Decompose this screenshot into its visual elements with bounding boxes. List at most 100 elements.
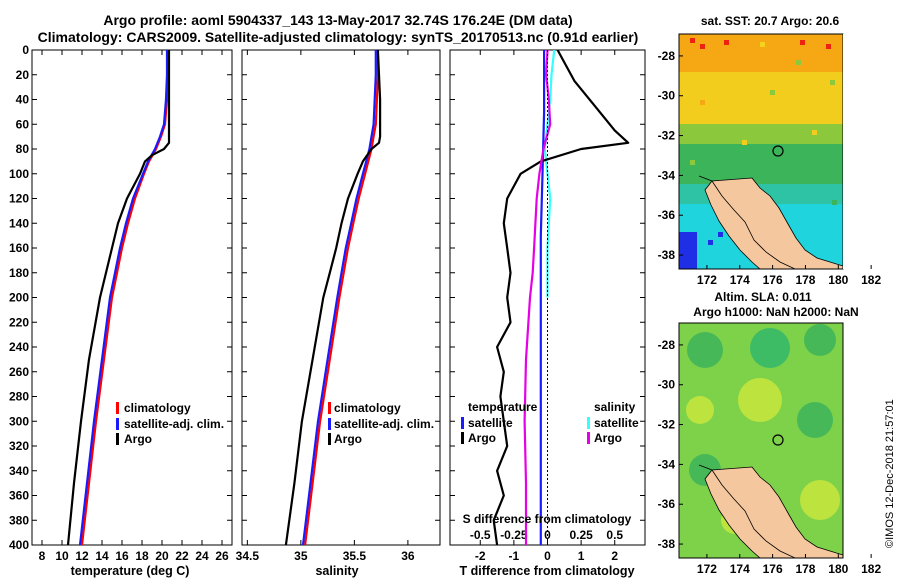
map-x-tick-label: 176 — [763, 273, 783, 287]
x-tick-label: 2 — [611, 549, 618, 563]
map-y-tick-label: -30 — [658, 378, 676, 392]
legend-swatch-temp-argo — [461, 432, 464, 444]
sst-pixel — [760, 42, 765, 47]
map-x-tick-label: 174 — [730, 562, 750, 576]
y-tick-label: 360 — [9, 489, 29, 503]
y-tick-label: 0 — [22, 43, 29, 57]
sst-band-warm — [679, 34, 843, 72]
series-line-satellite-adj-clim- — [301, 50, 377, 545]
temperature-axes-frame — [31, 49, 233, 546]
map-x-tick-label: 180 — [828, 273, 848, 287]
sst-band-green — [679, 144, 843, 184]
legend-swatch-climatology — [116, 402, 119, 414]
x-tick-label: 36 — [401, 549, 415, 563]
legend-swatch-satellite-adj — [328, 418, 331, 430]
legend-label-sal-satellite: satellite — [594, 416, 639, 430]
sst-map-title: sat. SST: 20.7 Argo: 20.6 — [701, 14, 840, 28]
legend-swatch-argo — [328, 433, 331, 445]
map-y-tick-label: -28 — [658, 49, 676, 63]
y-tick-label: 300 — [9, 414, 29, 428]
map-x-tick-label: 172 — [697, 562, 717, 576]
salinity-legend: climatology satellite-adj. clim. Argo — [328, 401, 434, 446]
map-y-tick-label: -32 — [658, 129, 676, 143]
x-tick-label: 0 — [544, 549, 551, 563]
x-tick-label: 1 — [578, 549, 585, 563]
sst-pixel — [832, 200, 837, 205]
salinity-xlabel: salinity — [315, 564, 358, 578]
sla-anomaly-blob — [686, 396, 714, 424]
sst-pixel — [800, 40, 805, 45]
map-x-tick-label: 174 — [730, 273, 750, 287]
y-tick-label: 340 — [9, 464, 29, 478]
y-tick-label: 240 — [9, 340, 29, 354]
map-y-tick-label: -30 — [658, 89, 676, 103]
x-tick-label: 18 — [135, 549, 149, 563]
y-tick-label: 220 — [9, 315, 29, 329]
sla-anomaly-blob — [797, 402, 833, 438]
legend-label-argo: Argo — [334, 432, 362, 446]
sst-pixel — [708, 240, 713, 245]
map-x-tick-label: 178 — [795, 562, 815, 576]
sla-land-new-zealand — [704, 466, 843, 558]
series-line-climatology — [80, 50, 170, 545]
sla-map-subtitle: Argo h1000: NaN h2000: NaN — [693, 305, 858, 319]
map-y-tick-label: -32 — [658, 418, 676, 432]
temperature-panel: 8 10 12 14 16 18 20 22 24 26020406080100120140160… — [9, 43, 233, 578]
sst-pixel — [724, 40, 729, 45]
legend-label-sal-argo: Argo — [594, 431, 622, 445]
legend-label-temp-argo: Argo — [468, 431, 496, 445]
map-y-tick-label: -36 — [658, 497, 676, 511]
sla-anomaly-blob — [750, 328, 790, 368]
sst-profile-location-marker — [772, 145, 784, 157]
series-line-salinity-argo — [523, 50, 552, 545]
map-x-tick-label: 176 — [763, 562, 783, 576]
sst-band-lightgreen — [679, 124, 843, 144]
x-tick-label: -2 — [475, 549, 486, 563]
legend-label-temp-satellite: satellite — [468, 416, 513, 430]
y-tick-label: 200 — [9, 291, 29, 305]
y-tick-label: 80 — [16, 142, 30, 156]
legend-swatch-temp-satellite — [461, 417, 464, 429]
y-tick-label: 320 — [9, 439, 29, 453]
map-x-tick-label: 180 — [828, 562, 848, 576]
legend-swatch-sal-satellite — [587, 417, 590, 429]
difference-s-label: S difference from climatology — [463, 512, 632, 526]
legend-swatch-sal-argo — [587, 432, 590, 444]
y-tick-label: 60 — [16, 117, 30, 131]
sst-land-new-zealand — [704, 177, 843, 269]
sla-anomaly-blob — [738, 378, 782, 422]
legend-label-climatology: climatology — [124, 401, 191, 415]
y-tick-label: 260 — [9, 365, 29, 379]
x-tick-label: 35.5 — [343, 549, 367, 563]
salinity-panel: 34.5 35 35.5 36 salinity climatology satell… — [236, 49, 441, 578]
sla-anomaly-blob — [800, 480, 840, 520]
x-tick-label: 16 — [115, 549, 129, 563]
sst-pixel — [690, 38, 695, 43]
x-tick-label: 14 — [95, 549, 109, 563]
legend-label-climatology: climatology — [334, 401, 401, 415]
s-tick-label: 0.25 — [569, 528, 593, 542]
legend-title-temperature: temperature — [468, 400, 538, 414]
legend-title-salinity: salinity — [594, 400, 636, 414]
temperature-xlabel: temperature (deg C) — [71, 564, 190, 578]
map-y-tick-label: -38 — [658, 248, 676, 262]
y-tick-label: 120 — [9, 192, 29, 206]
y-tick-label: 180 — [9, 266, 29, 280]
sla-map-title: Altim. SLA: 0.011 — [714, 290, 812, 304]
series-line-temperature-satellite — [539, 50, 546, 545]
y-tick-label: 20 — [16, 68, 30, 82]
map-y-tick-label: -34 — [658, 457, 676, 471]
sst-pixel — [742, 140, 747, 145]
x-tick-label: 24 — [195, 549, 209, 563]
sla-anomaly-blob — [804, 324, 836, 356]
sst-pixel — [812, 130, 817, 135]
x-tick-label: 22 — [175, 549, 189, 563]
map-x-tick-label: 182 — [861, 273, 881, 287]
x-tick-label: 8 — [39, 549, 46, 563]
legend-label-satellite-adj: satellite-adj. clim. — [334, 417, 434, 431]
x-tick-label: 26 — [215, 549, 229, 563]
salinity-axes-frame — [241, 49, 441, 546]
figure-title-line2: Climatology: CARS2009. Satellite-adjuste… — [38, 29, 639, 45]
